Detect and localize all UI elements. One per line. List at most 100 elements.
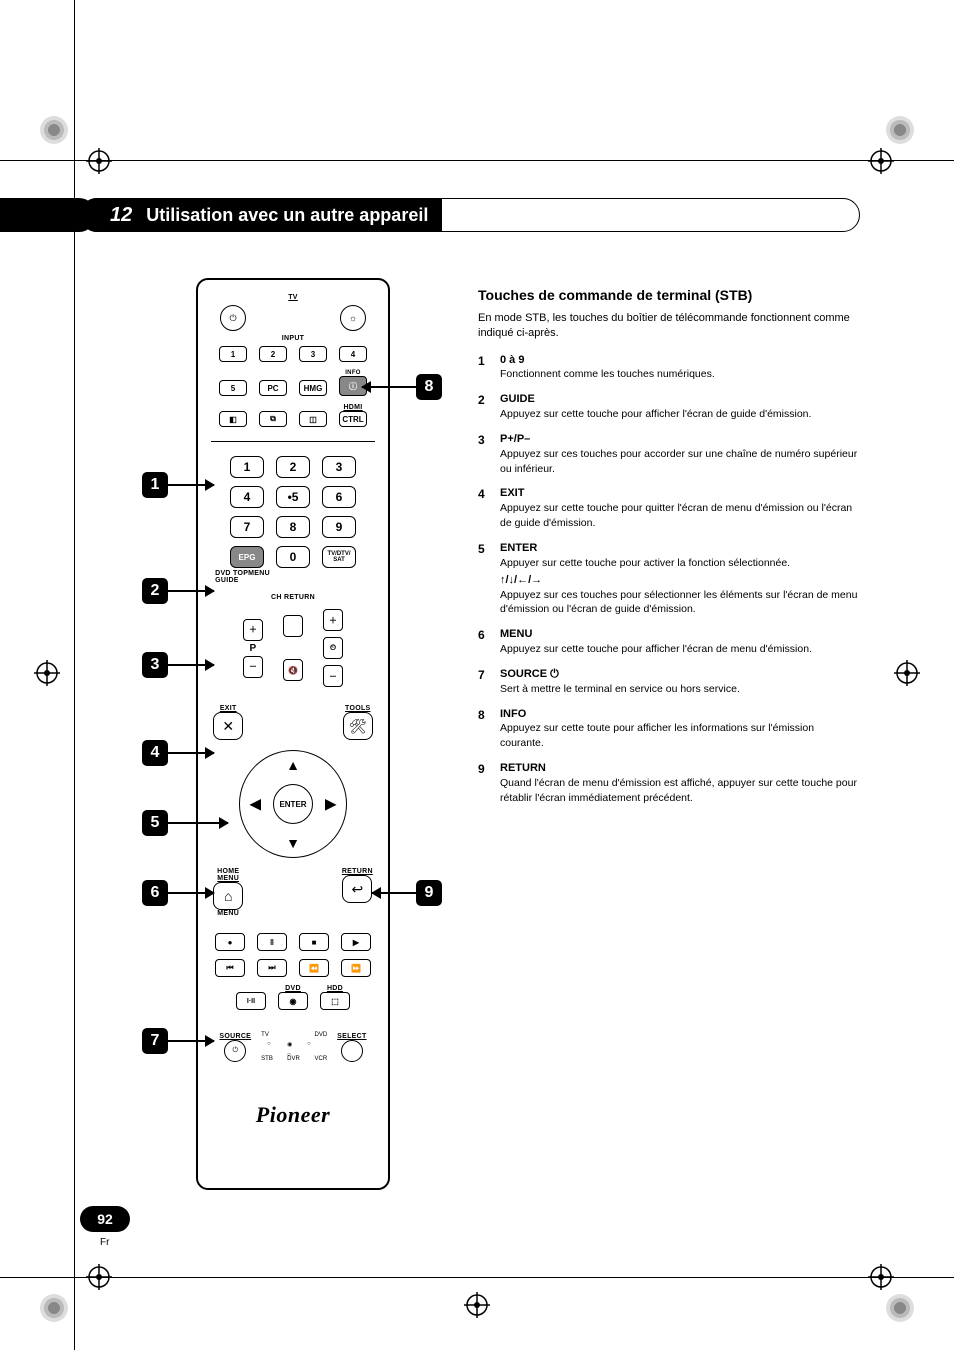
- hdmi-label: HDMI: [343, 404, 362, 411]
- section-heading: Touches de commande de terminal (STB): [478, 286, 858, 305]
- light-button[interactable]: ☼: [340, 305, 366, 331]
- num-3[interactable]: 3: [322, 456, 356, 478]
- exit-label: EXIT: [220, 705, 237, 712]
- chreturn-label: CH RETURN: [271, 594, 315, 601]
- power-tv-button[interactable]: ⏻: [220, 305, 246, 331]
- input-3[interactable]: 3: [299, 346, 327, 362]
- dvd-button[interactable]: ◉: [278, 992, 308, 1010]
- remote-control: TV ⏻ ☼ INPUT 1 2 3 4 5 PC HMG INFO ⓘ ◧ ⧉…: [196, 278, 390, 1190]
- lead-5: [168, 822, 228, 824]
- aspect-button-1[interactable]: ◧: [219, 411, 247, 427]
- select-button[interactable]: [341, 1040, 363, 1062]
- num-7[interactable]: 7: [230, 516, 264, 538]
- hdd-button[interactable]: ⬚: [320, 992, 350, 1010]
- callout-4: 4: [142, 740, 168, 766]
- tvdtv-sat-button[interactable]: TV/DTV/SAT: [322, 546, 356, 568]
- home-label: HOMEMENU: [217, 868, 239, 882]
- reg-cross-ml: [34, 660, 60, 686]
- play-button[interactable]: ▶: [341, 933, 371, 951]
- input-label: INPUT: [282, 335, 305, 342]
- lead-7: [168, 1040, 214, 1042]
- lead-1: [168, 484, 214, 486]
- num-4[interactable]: 4: [230, 486, 264, 508]
- item-6: 6 MENU Appuyez sur cette touche pour aff…: [478, 627, 858, 657]
- lead-9: [372, 892, 416, 894]
- lead-2: [168, 590, 214, 592]
- return-label: RETURN: [342, 868, 373, 875]
- callout-5: 5: [142, 810, 168, 836]
- chapter-header: 12 Utilisation avec un autre appareil: [0, 198, 860, 232]
- source-slider-area: SOURCE ⏻ TV DVD STB DVR VCR ○ ◉ ○ ○ SELE…: [219, 1032, 366, 1062]
- reg-cross-br: [868, 1264, 894, 1290]
- chreturn-button[interactable]: [283, 615, 303, 637]
- tools-label: TOOLS: [345, 705, 370, 712]
- pioneer-logo: Pioneer: [256, 1102, 330, 1128]
- arrows-glyphs: ↑/↓/←/→: [500, 573, 858, 588]
- num-5[interactable]: •5: [276, 486, 310, 508]
- next-button[interactable]: ⏭: [257, 959, 287, 977]
- pause-button[interactable]: ‖: [257, 933, 287, 951]
- input-hmg[interactable]: HMG: [299, 380, 327, 396]
- reg-cross-mr: [894, 660, 920, 686]
- num-9[interactable]: 9: [322, 516, 356, 538]
- input-pc[interactable]: PC: [259, 380, 287, 396]
- hdmi-ctrl[interactable]: CTRL: [339, 411, 367, 427]
- menu-big-label: MENU: [217, 910, 239, 917]
- rec-button[interactable]: ●: [215, 933, 245, 951]
- sleep-button[interactable]: ⏲: [323, 637, 343, 659]
- ffwd-button[interactable]: ⏩: [341, 959, 371, 977]
- stop-button[interactable]: ■: [299, 933, 329, 951]
- source-label: SOURCE: [219, 1033, 251, 1040]
- vol-down[interactable]: －: [323, 665, 343, 687]
- enter-button[interactable]: ENTER: [273, 784, 313, 824]
- reg-cross-bl: [86, 1264, 112, 1290]
- mode-slider[interactable]: TV DVD STB DVR VCR ○ ◉ ○ ○: [261, 1032, 327, 1062]
- return-button[interactable]: ↩: [342, 875, 372, 903]
- exit-button[interactable]: ✕: [213, 712, 243, 740]
- text-column: Touches de commande de terminal (STB) En…: [478, 286, 858, 816]
- callout-1: 1: [142, 472, 168, 498]
- home-menu-button[interactable]: ⌂: [213, 882, 243, 910]
- num-6[interactable]: 6: [322, 486, 356, 508]
- item-3: 3 P+/P– Appuyez sur ces touches pour acc…: [478, 432, 858, 477]
- nav-left[interactable]: ◀: [250, 796, 261, 813]
- nav-right[interactable]: ▶: [325, 796, 336, 813]
- num-2[interactable]: 2: [276, 456, 310, 478]
- epg-button[interactable]: EPG: [230, 546, 264, 568]
- i-ii-button[interactable]: I·II: [236, 992, 266, 1010]
- num-0[interactable]: 0: [276, 546, 310, 568]
- mute-button[interactable]: 🔇: [283, 659, 303, 681]
- num-8[interactable]: 8: [276, 516, 310, 538]
- reg-circle-tr: [886, 116, 914, 144]
- reg-cross-tl: [86, 148, 112, 174]
- item-2: 2 GUIDE Appuyez sur cette touche pour af…: [478, 392, 858, 422]
- prev-button[interactable]: ⏮: [215, 959, 245, 977]
- prog-plus[interactable]: ＋: [243, 619, 263, 641]
- aspect-button-3[interactable]: ◫: [299, 411, 327, 427]
- guide-label: GUIDE: [215, 577, 239, 584]
- source-power-button[interactable]: ⏻: [224, 1040, 246, 1062]
- dvdtop-label: DVD TOPMENU: [215, 570, 270, 577]
- input-2[interactable]: 2: [259, 346, 287, 362]
- crop-line-top: [0, 160, 954, 161]
- vol-up[interactable]: ＋: [323, 609, 343, 631]
- item-8: 8 INFO Appuyez sur cette toute pour affi…: [478, 707, 858, 752]
- page-lang: Fr: [100, 1237, 109, 1248]
- lead-4: [168, 752, 214, 754]
- tools-button[interactable]: 🛠: [343, 712, 373, 740]
- input-5[interactable]: 5: [219, 380, 247, 396]
- select-label: SELECT: [337, 1033, 366, 1040]
- nav-down[interactable]: ▼: [286, 835, 300, 851]
- p-label: P: [250, 643, 257, 654]
- reg-cross-tr: [868, 148, 894, 174]
- input-4[interactable]: 4: [339, 346, 367, 362]
- input-1[interactable]: 1: [219, 346, 247, 362]
- item-7: 7 SOURCE ⏻ Sert à mettre le terminal en …: [478, 667, 858, 697]
- nav-up[interactable]: ▲: [286, 757, 300, 773]
- callout-9: 9: [416, 880, 442, 906]
- rew-button[interactable]: ⏪: [299, 959, 329, 977]
- callout-2: 2: [142, 578, 168, 604]
- prog-minus[interactable]: －: [243, 656, 263, 678]
- aspect-button-2[interactable]: ⧉: [259, 411, 287, 427]
- num-1[interactable]: 1: [230, 456, 264, 478]
